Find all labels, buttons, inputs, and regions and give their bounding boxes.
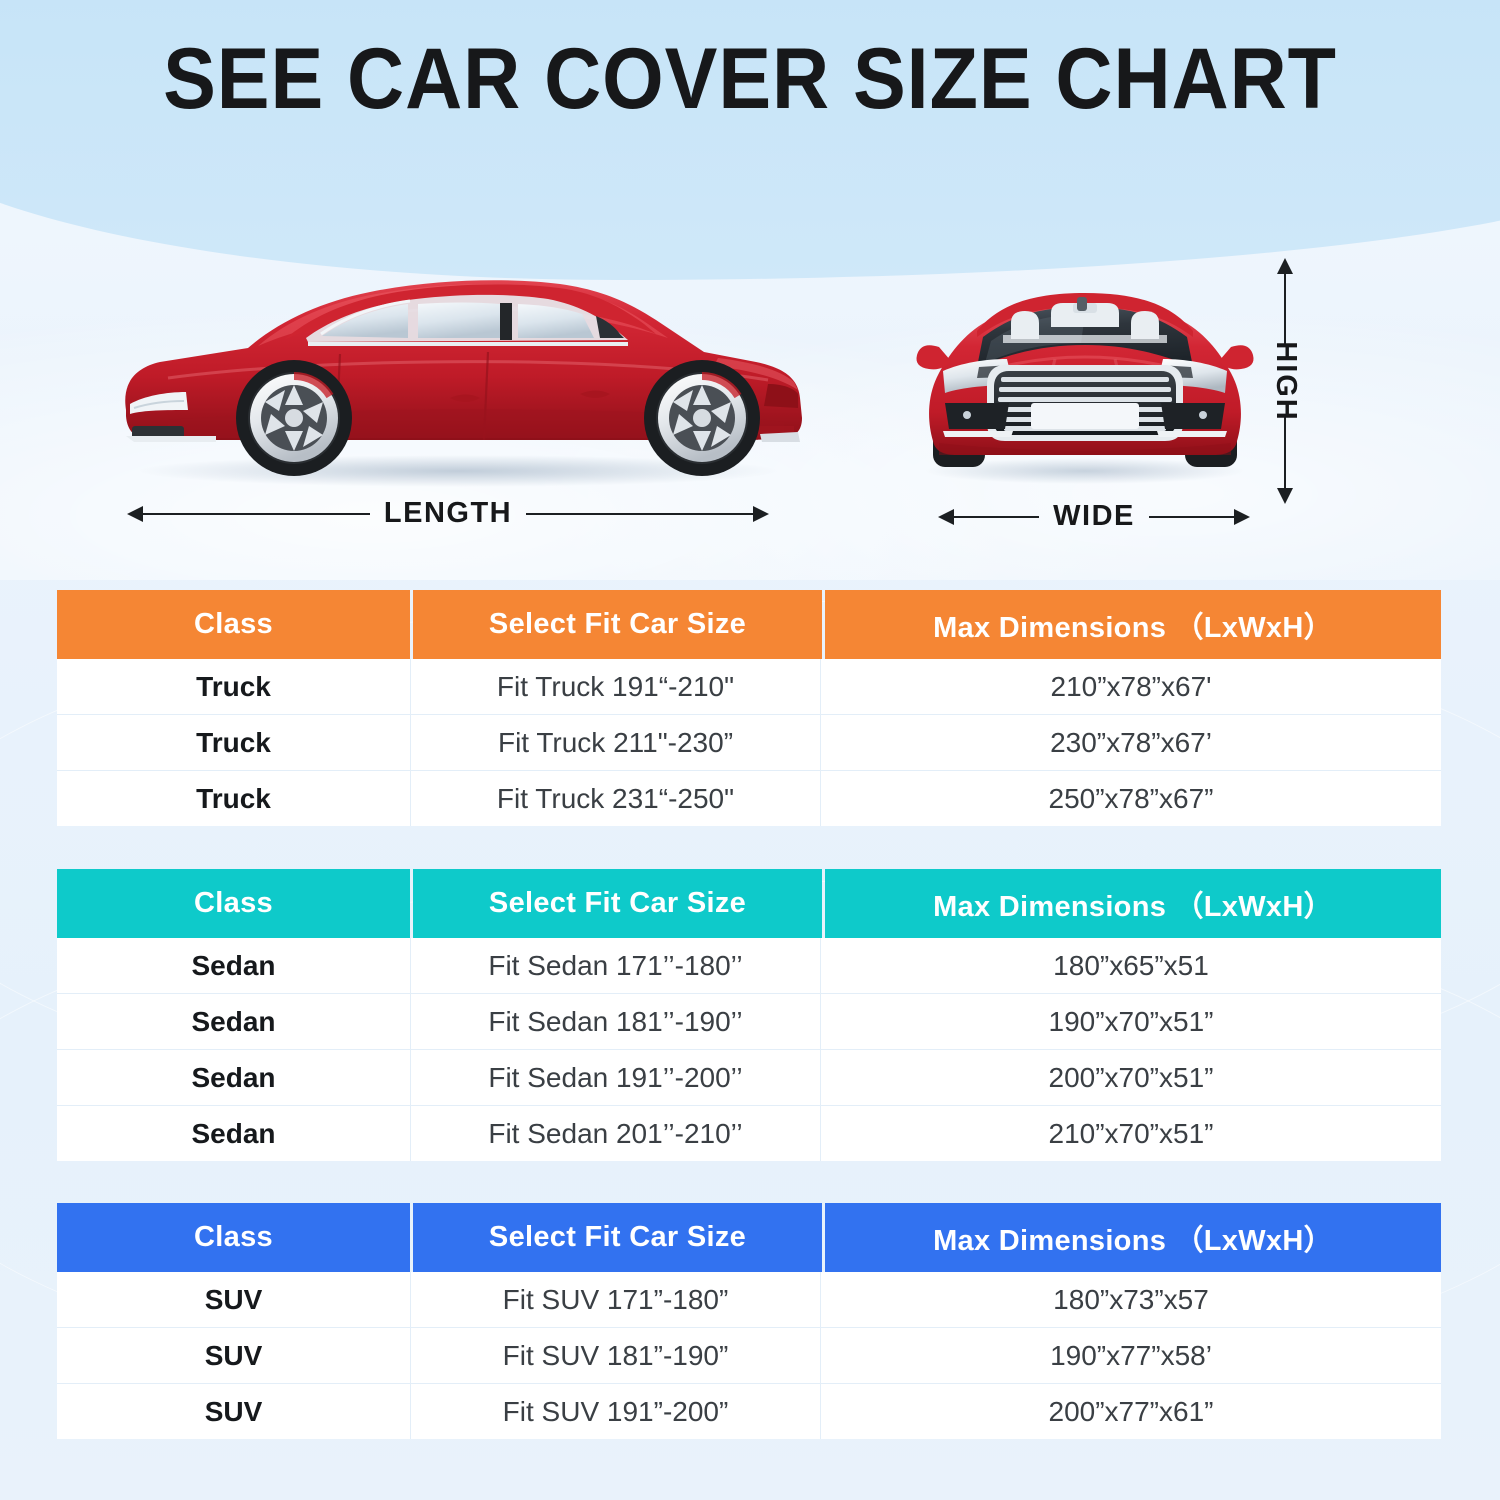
cell-fit-size: Fit Sedan 201’’-210’’ bbox=[411, 1106, 821, 1161]
cell-class: SUV bbox=[57, 1328, 411, 1383]
cell-fit-size: Fit SUV 181”-190” bbox=[411, 1328, 821, 1383]
dimension-line bbox=[954, 515, 1040, 518]
length-label: LENGTH bbox=[383, 497, 513, 529]
arrow-down-icon bbox=[1277, 488, 1293, 504]
truck-size-table: Class Select Fit Car Size Max Dimensions… bbox=[57, 590, 1441, 826]
suv-table-body: SUV Fit SUV 171”-180” 180”x73”x57 SUV Fi… bbox=[57, 1272, 1441, 1439]
cell-fit-size: Fit Sedan 191’’-200’’ bbox=[411, 1050, 821, 1105]
cell-fit-size: Fit SUV 171”-180” bbox=[411, 1272, 821, 1327]
table-row: Sedan Fit Sedan 181’’-190’’ 190”x70”x51” bbox=[57, 994, 1441, 1050]
table-row: Sedan Fit Sedan 201’’-210’’ 210”x70”x51” bbox=[57, 1106, 1441, 1161]
length-dimension-arrow: LENGTH bbox=[127, 497, 769, 530]
cell-max-dimensions: 190”x77”x58’ bbox=[1050, 1339, 1212, 1371]
cell-class: Sedan bbox=[57, 1050, 411, 1105]
cell-max-dimensions: 200”x77”x61” bbox=[1048, 1395, 1214, 1427]
suv-table-header-row: Class Select Fit Car Size Max Dimensions… bbox=[57, 1203, 1441, 1272]
suv-header-class: Class bbox=[57, 1203, 410, 1272]
side-view-car-illustration bbox=[125, 280, 803, 487]
sedan-size-table: Class Select Fit Car Size Max Dimensions… bbox=[57, 869, 1441, 1161]
arrow-right-icon bbox=[1234, 508, 1250, 525]
dimension-line bbox=[526, 512, 753, 515]
cell-class: Sedan bbox=[57, 1106, 411, 1161]
cell-fit-size: Fit Truck 191“-210" bbox=[411, 659, 821, 714]
cell-max-dimensions: 180”x65”x51 bbox=[1053, 949, 1209, 981]
cell-max-dimensions: 230”x78”x67’ bbox=[1050, 726, 1212, 758]
truck-header-max-dimensions: Max Dimensions （LxWxH） bbox=[825, 590, 1441, 659]
table-row: Truck Fit Truck 231“-250" 250”x78”x67” bbox=[57, 771, 1441, 826]
truck-table-header-row: Class Select Fit Car Size Max Dimensions… bbox=[57, 590, 1441, 659]
front-view-car-illustration bbox=[916, 293, 1254, 484]
cell-fit-size: Fit Sedan 181’’-190’’ bbox=[411, 994, 821, 1049]
suv-header-fit-size: Select Fit Car Size bbox=[413, 1203, 822, 1272]
cell-max-dimensions: 250”x78”x67” bbox=[1048, 782, 1214, 814]
table-row: SUV Fit SUV 171”-180” 180”x73”x57 bbox=[57, 1272, 1441, 1328]
cell-max-dimensions: 180”x73”x57 bbox=[1053, 1283, 1209, 1315]
table-row: Truck Fit Truck 191“-210" 210”x78”x67' bbox=[57, 659, 1441, 715]
page-title: SEE CAR COVER SIZE CHART bbox=[163, 31, 1337, 127]
truck-table-body: Truck Fit Truck 191“-210" 210”x78”x67' T… bbox=[57, 659, 1441, 826]
arrow-left-icon bbox=[938, 508, 954, 525]
dimension-line bbox=[143, 512, 370, 515]
suv-size-table: Class Select Fit Car Size Max Dimensions… bbox=[57, 1203, 1441, 1439]
cell-fit-size: Fit Truck 211"-230” bbox=[411, 715, 821, 770]
sedan-table-header-row: Class Select Fit Car Size Max Dimensions… bbox=[57, 869, 1441, 938]
dimension-line bbox=[1284, 274, 1286, 347]
suv-header-max-dimensions: Max Dimensions （LxWxH） bbox=[825, 1203, 1441, 1272]
cell-max-dimensions: 210”x78”x67' bbox=[1050, 670, 1212, 702]
cell-fit-size: Fit Sedan 171’’-180’’ bbox=[411, 938, 821, 993]
cell-class: Truck bbox=[57, 771, 411, 826]
dimension-line bbox=[1284, 415, 1286, 488]
sedan-header-max-dimensions: Max Dimensions （LxWxH） bbox=[825, 869, 1441, 938]
cell-fit-size: Fit Truck 231“-250" bbox=[411, 771, 821, 826]
table-row: SUV Fit SUV 191”-200” 200”x77”x61” bbox=[57, 1384, 1441, 1439]
arrow-right-icon bbox=[753, 505, 769, 522]
cell-class: Truck bbox=[57, 715, 411, 770]
truck-header-fit-size: Select Fit Car Size bbox=[413, 590, 822, 659]
truck-header-class: Class bbox=[57, 590, 410, 659]
cell-class: SUV bbox=[57, 1384, 411, 1439]
wide-dimension-arrow: WIDE bbox=[938, 500, 1250, 533]
cell-max-dimensions: 200”x70”x51” bbox=[1048, 1061, 1214, 1093]
cell-max-dimensions: 210”x70”x51” bbox=[1048, 1117, 1214, 1149]
table-row: Sedan Fit Sedan 191’’-200’’ 200”x70”x51” bbox=[57, 1050, 1441, 1106]
high-label: HIGH bbox=[1269, 340, 1302, 422]
cell-class: Sedan bbox=[57, 994, 411, 1049]
dimension-line bbox=[1148, 515, 1234, 518]
cell-fit-size: Fit SUV 191”-200” bbox=[411, 1384, 821, 1439]
table-row: Sedan Fit Sedan 171’’-180’’ 180”x65”x51 bbox=[57, 938, 1441, 994]
high-dimension-arrow: HIGH bbox=[1262, 258, 1308, 504]
table-row: Truck Fit Truck 211"-230” 230”x78”x67’ bbox=[57, 715, 1441, 771]
arrow-left-icon bbox=[127, 505, 143, 522]
cell-class: Sedan bbox=[57, 938, 411, 993]
cell-class: Truck bbox=[57, 659, 411, 714]
wide-label: WIDE bbox=[1053, 500, 1135, 532]
sedan-table-body: Sedan Fit Sedan 171’’-180’’ 180”x65”x51 … bbox=[57, 938, 1441, 1161]
cell-class: SUV bbox=[57, 1272, 411, 1327]
sedan-header-fit-size: Select Fit Car Size bbox=[413, 869, 822, 938]
sedan-header-class: Class bbox=[57, 869, 410, 938]
cell-max-dimensions: 190”x70”x51” bbox=[1048, 1005, 1214, 1037]
arrow-up-icon bbox=[1277, 258, 1293, 274]
table-row: SUV Fit SUV 181”-190” 190”x77”x58’ bbox=[57, 1328, 1441, 1384]
